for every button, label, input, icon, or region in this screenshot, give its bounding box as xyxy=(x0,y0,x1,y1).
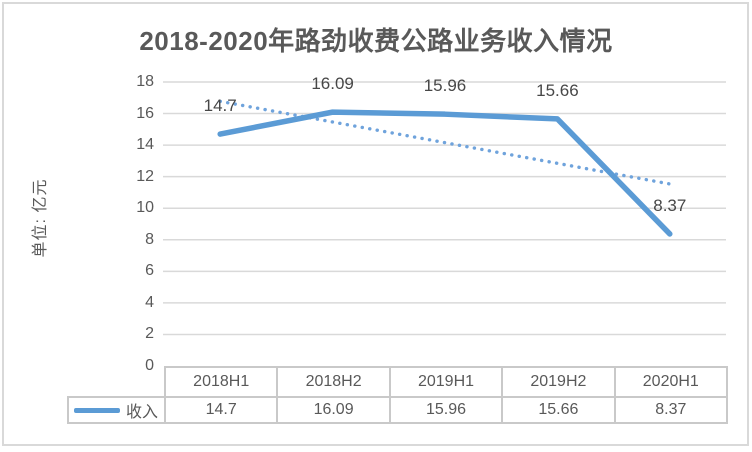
x-axis-category-cell: 2020H1 xyxy=(613,366,728,398)
x-axis-category-cell: 2019H2 xyxy=(501,366,616,398)
chart-title: 2018-2020年路劲收费公路业务收入情况 xyxy=(139,26,613,56)
legend-series-label: 收入 xyxy=(126,404,159,421)
x-axis-category-cell: 2019H1 xyxy=(388,366,504,398)
table-value-cell-text: 15.66 xyxy=(538,401,579,418)
trendline-dotted xyxy=(218,99,672,186)
series-data-label: 8.37 xyxy=(653,195,687,215)
series-data-label: 15.96 xyxy=(423,76,467,96)
y-tick-label: 8 xyxy=(145,230,154,248)
x-axis-category-cell-text: 2018H1 xyxy=(193,373,250,390)
table-value-cell: 15.96 xyxy=(388,396,504,424)
y-tick-label: 6 xyxy=(145,262,154,280)
x-axis-category-cell-text: 2020H1 xyxy=(642,373,699,390)
table-value-cell-text: 14.7 xyxy=(205,401,237,418)
y-tick-label: 18 xyxy=(136,73,154,90)
legend-line-marker xyxy=(74,407,120,413)
series-data-label: 14.7 xyxy=(203,96,237,116)
x-axis-category-cell-text: 2019H1 xyxy=(417,373,475,390)
table-value-cell: 14.7 xyxy=(164,396,279,424)
table-value-cell-text: 8.37 xyxy=(655,401,687,418)
x-axis-category-cell: 2018H1 xyxy=(164,366,279,398)
legend-cell: 收入 xyxy=(67,396,166,424)
table-value-cell: 16.09 xyxy=(276,396,391,424)
y-tick-label: 4 xyxy=(145,293,154,311)
table-value-cell: 15.66 xyxy=(501,396,616,424)
series-data-label: 16.09 xyxy=(311,74,354,94)
y-tick-label: 0 xyxy=(145,357,154,374)
series-data-label: 15.66 xyxy=(536,80,579,100)
x-axis-category-cell-text: 2018H2 xyxy=(305,373,362,390)
table-value-cell-text: 16.09 xyxy=(313,401,354,418)
y-tick-label: 12 xyxy=(136,167,154,185)
table-value-cell-text: 15.96 xyxy=(425,401,467,418)
y-tick-label: 2 xyxy=(145,325,154,343)
x-axis-category-cell: 2018H2 xyxy=(276,366,391,398)
revenue-series-line xyxy=(217,109,673,237)
y-tick-label: 16 xyxy=(136,104,154,122)
table-value-cell: 8.37 xyxy=(613,396,728,424)
y-tick-label: 14 xyxy=(136,136,154,154)
x-axis-category-cell-text: 2019H2 xyxy=(530,373,587,390)
y-tick-label: 10 xyxy=(136,199,154,217)
